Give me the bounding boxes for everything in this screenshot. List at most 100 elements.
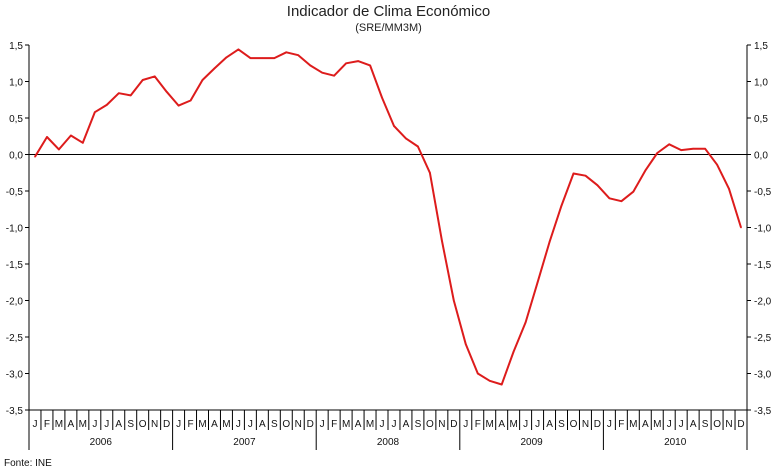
month-label: N	[438, 419, 445, 430]
month-label: J	[32, 419, 37, 430]
data-point	[548, 241, 551, 243]
data-point	[393, 125, 395, 127]
data-point	[345, 62, 347, 65]
month-label: D	[307, 419, 314, 430]
y-tick-label-right: -3,5	[754, 406, 772, 417]
month-label: S	[271, 419, 278, 430]
month-label: J	[176, 419, 181, 430]
y-tick-label-left: -0,5	[6, 187, 24, 198]
data-point	[656, 152, 659, 154]
data-point	[429, 171, 431, 174]
data-point	[141, 79, 144, 81]
data-point	[249, 57, 252, 59]
month-label: J	[320, 419, 325, 430]
year-label: 2008	[377, 437, 400, 448]
y-tick-label-left: -2,0	[6, 297, 24, 308]
data-point	[273, 57, 276, 59]
data-point	[620, 200, 623, 203]
data-point	[488, 380, 491, 382]
data-point	[321, 71, 323, 74]
data-point	[261, 57, 264, 59]
data-point	[225, 56, 228, 59]
data-point	[34, 155, 36, 158]
data-point	[213, 67, 216, 70]
data-point	[165, 90, 168, 93]
month-label: J	[535, 419, 540, 430]
month-label: O	[570, 419, 578, 430]
month-label: J	[380, 419, 385, 430]
data-point	[70, 134, 72, 137]
y-tick-label-right: -2,5	[754, 333, 772, 344]
month-label: J	[248, 419, 253, 430]
month-label: S	[702, 419, 709, 430]
data-point	[58, 148, 60, 151]
data-point	[117, 92, 120, 94]
month-label: M	[342, 419, 350, 430]
data-point	[476, 372, 479, 375]
data-point	[596, 184, 599, 186]
year-label: 2009	[520, 437, 543, 448]
month-label: O	[426, 419, 434, 430]
year-label: 2007	[233, 437, 256, 448]
month-label: M	[79, 419, 87, 430]
month-label: J	[667, 419, 672, 430]
y-tick-label-left: -3,5	[6, 406, 24, 417]
month-label: F	[618, 419, 624, 430]
y-tick-label-right: 0,0	[754, 151, 768, 162]
month-label: S	[415, 419, 422, 430]
data-point	[704, 147, 706, 150]
data-point	[464, 343, 467, 346]
data-point	[716, 163, 718, 166]
y-tick-label-left: -3,0	[6, 370, 24, 381]
data-point	[692, 147, 694, 150]
data-point	[500, 383, 503, 386]
data-point	[153, 75, 156, 78]
data-point	[189, 99, 192, 102]
y-tick-label-left: 0,5	[9, 114, 23, 125]
y-tick-label-right: 1,0	[754, 78, 768, 89]
data-point	[560, 204, 563, 207]
month-label: F	[475, 419, 481, 430]
month-label: A	[259, 419, 266, 430]
data-point	[536, 281, 539, 284]
month-label: S	[127, 419, 134, 430]
y-axis-left: 1,5 1,0 0,5 0,0 -0,5 -1,0 -1,5 -2,0 -2,5 -3,0 -3,5	[6, 41, 29, 417]
data-point	[46, 136, 48, 138]
month-label: N	[582, 419, 589, 430]
month-label: M	[509, 419, 517, 430]
y-tick-label-left: 1,0	[9, 78, 23, 89]
y-tick-label-left: -2,5	[6, 333, 24, 344]
month-label: O	[713, 419, 721, 430]
data-point	[572, 172, 575, 175]
month-label: A	[498, 419, 505, 430]
month-label: A	[115, 419, 122, 430]
data-point	[512, 350, 515, 353]
data-point	[129, 94, 132, 97]
data-point	[297, 54, 300, 57]
month-label: S	[558, 419, 565, 430]
data-point	[405, 137, 407, 140]
series-line	[34, 48, 742, 386]
month-label: O	[282, 419, 290, 430]
month-label: D	[163, 419, 170, 430]
data-point	[237, 48, 240, 51]
month-label: N	[725, 419, 732, 430]
data-point	[369, 64, 371, 67]
data-point	[177, 104, 180, 107]
month-label: M	[198, 419, 206, 430]
data-point	[381, 96, 383, 99]
data-point	[632, 190, 635, 193]
data-point	[201, 79, 204, 81]
series-layer	[34, 48, 742, 386]
y-tick-label-left: 1,5	[9, 41, 23, 52]
month-label: N	[151, 419, 158, 430]
chart-title: Indicador de Clima Económico	[286, 3, 491, 20]
data-point	[309, 64, 312, 67]
data-point	[680, 149, 682, 151]
source-note: Fonte: INE	[4, 458, 52, 469]
chart-subtitle: (SRE/MM3M)	[355, 22, 422, 34]
month-label: J	[92, 419, 97, 430]
y-tick-label-right: -0,5	[754, 187, 772, 198]
